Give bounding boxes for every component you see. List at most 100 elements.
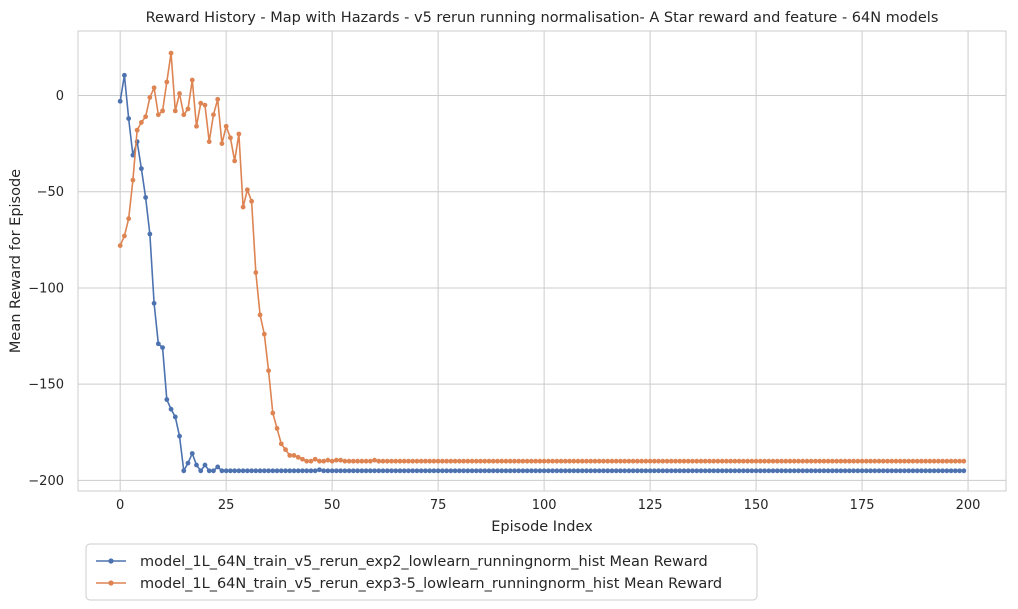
data-point [495,458,500,464]
data-point [219,141,225,146]
data-point [931,458,937,464]
data-point [482,468,488,474]
legend-entry: model_1L_64N_train_v5_rerun_exp2_lowlear… [140,554,708,570]
data-point [507,468,513,474]
data-point [329,468,335,474]
data-point [660,468,666,474]
data-point [376,458,382,464]
data-point [923,468,929,474]
data-point [414,458,420,464]
data-point [151,300,157,306]
series-1 [117,72,967,474]
data-point [919,468,924,474]
data-point [952,468,958,474]
data-point [681,468,687,474]
data-point [588,458,594,464]
data-point [278,441,284,447]
data-point [664,458,670,464]
data-point [618,458,623,464]
data-point [656,458,661,464]
data-point [164,397,170,402]
data-point [677,458,683,464]
data-point [948,468,954,474]
data-point [194,462,199,468]
data-point [151,85,157,91]
data-point [634,468,640,474]
data-point [524,468,530,474]
data-point [427,458,433,464]
data-point [490,458,496,464]
data-point [317,467,322,473]
data-point [439,458,445,464]
data-point [126,116,132,121]
data-point [270,410,276,416]
data-point [512,458,517,464]
data-point [935,468,941,474]
data-point [698,468,704,474]
data-point [342,468,348,474]
data-point [350,468,356,474]
data-point [219,468,225,474]
data-point [380,458,386,464]
data-point [736,458,742,464]
x-tick-label: 175 [850,498,875,513]
data-point [211,468,216,474]
data-point [643,468,649,474]
data-point [889,458,895,464]
data-point [673,468,678,474]
data-point [855,458,861,464]
data-point [372,468,377,474]
data-point [613,458,619,464]
data-point [893,458,899,464]
chart-title: Reward History - Map with Hazards - v5 r… [146,10,939,26]
data-point [575,468,581,474]
data-point [808,458,814,464]
data-point [524,458,530,464]
data-point [948,458,954,464]
data-point [957,468,962,474]
data-point [830,468,835,474]
data-point [325,457,331,463]
x-tick-label: 50 [324,498,341,513]
data-point [393,468,399,474]
data-point [897,468,903,474]
data-point [240,204,246,210]
data-point [486,458,492,464]
data-point [804,458,810,464]
data-point [728,468,734,474]
data-point [304,458,310,464]
data-point [155,341,161,347]
data-point [766,458,772,464]
data-point [465,458,471,464]
data-point [189,77,195,83]
data-point [287,452,293,458]
data-point [846,468,852,474]
data-point [495,468,500,474]
data-point [172,414,178,420]
data-point [300,456,305,462]
data-point [236,131,242,137]
data-point [910,468,916,474]
data-point [749,468,755,474]
data-point [503,458,509,464]
data-point [605,458,611,464]
plot-frame [77,30,1007,492]
data-point [177,433,182,439]
data-point [876,468,882,474]
data-point [685,458,691,464]
data-point [266,468,271,474]
data-point [389,458,394,464]
data-point [558,468,564,474]
data-point [545,458,551,464]
data-point [736,468,742,474]
data-point [469,458,475,464]
data-point [902,468,907,474]
data-point [249,198,255,204]
data-point [244,468,250,474]
data-point [244,187,250,193]
data-point [846,458,852,464]
data-point [596,458,602,464]
data-point [291,452,297,458]
data-point [456,458,462,464]
